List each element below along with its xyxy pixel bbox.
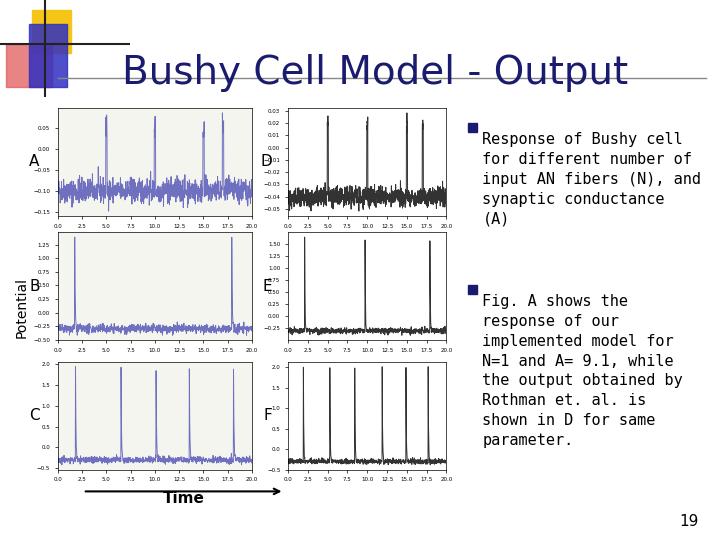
Bar — [32, 10, 71, 53]
Text: Time: Time — [163, 491, 204, 507]
Text: 19: 19 — [679, 514, 698, 529]
Bar — [6, 44, 52, 87]
Text: B: B — [29, 279, 40, 294]
Text: C: C — [29, 408, 40, 423]
Text: D: D — [261, 154, 272, 170]
Bar — [29, 24, 68, 87]
Text: Response of Bushy cell
for different number of
input AN fibers (N), and
synaptic: Response of Bushy cell for different num… — [482, 132, 701, 226]
Text: F: F — [264, 408, 272, 423]
Text: Fig. A shows the
response of our
implemented model for
N=1 and A= 9.1, while
the: Fig. A shows the response of our impleme… — [482, 294, 683, 448]
Text: E: E — [263, 279, 272, 294]
Text: A: A — [30, 154, 40, 170]
Text: Bushy Cell Model - Output: Bushy Cell Model - Output — [122, 54, 629, 92]
Text: Potential: Potential — [14, 278, 29, 338]
